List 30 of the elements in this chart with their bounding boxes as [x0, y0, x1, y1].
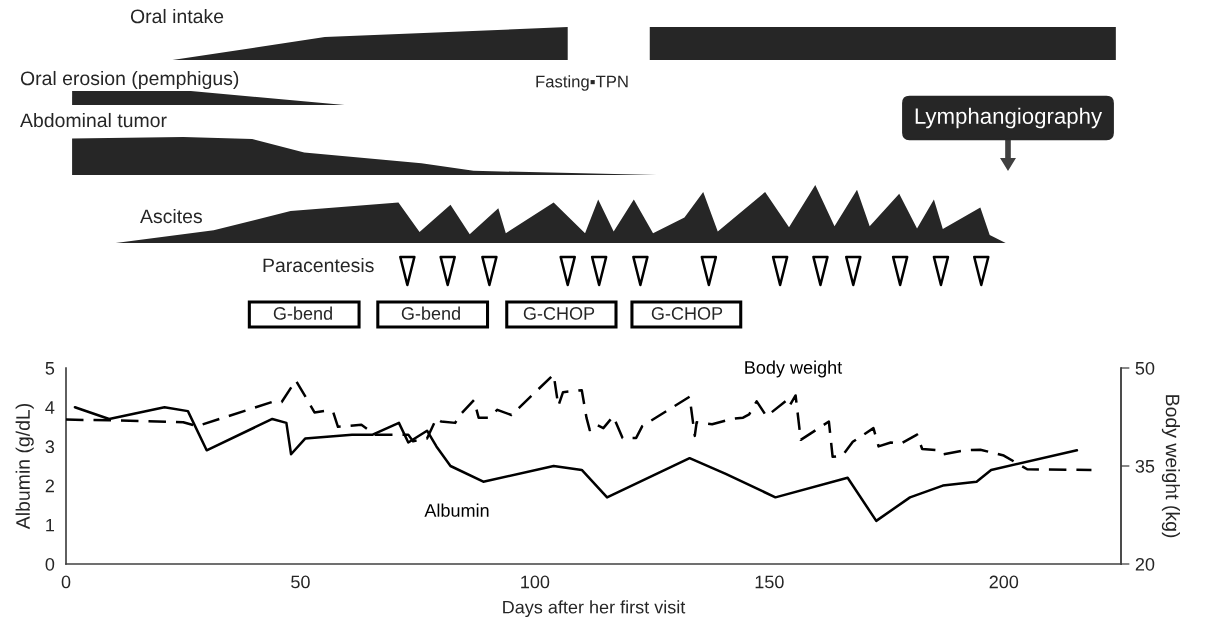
text: Lymphangiography: [915, 107, 1103, 129]
text: Paracentesis: [263, 257, 374, 273]
text: Oral erosion (pemphigus): [20, 70, 239, 90]
y2-tick-label: 35: [1135, 459, 1155, 473]
y-tick-label: 0: [45, 557, 55, 571]
text: G-bend: [273, 306, 332, 320]
text: G-CHOP: [651, 307, 723, 320]
series-label: Body weight: [745, 360, 843, 378]
text: Ascites: [140, 208, 202, 224]
x-axis-title: Days after her first visit: [503, 600, 686, 618]
text: G-bend: [401, 306, 460, 320]
text: Oral intake: [130, 8, 224, 24]
y-tick-label: 4: [45, 401, 55, 414]
x-tick-label: 50: [291, 575, 310, 589]
y-axis-title: Albumin (g/dL): [15, 403, 34, 530]
x-tick-label: 100: [521, 575, 550, 589]
y-tick-label: 3: [45, 440, 55, 454]
y-tick-label: 2: [45, 479, 54, 493]
y2-tick-label: 20: [1135, 557, 1155, 571]
text: Fasting▪TPN: [536, 75, 628, 91]
text: G-CHOP: [523, 307, 595, 320]
series-label: Albumin: [424, 503, 489, 517]
y2-tick-label: 50: [1135, 361, 1155, 375]
x-tick-label: 200: [989, 575, 1019, 589]
x-tick-label: 150: [755, 575, 784, 589]
y2-axis-title: Body weight (kg): [1161, 395, 1180, 538]
text: Abdominal tumor: [20, 112, 167, 128]
x-tick-label: 0: [61, 575, 71, 589]
y-tick-label: 1: [46, 518, 55, 532]
y-tick-label: 5: [45, 362, 55, 375]
